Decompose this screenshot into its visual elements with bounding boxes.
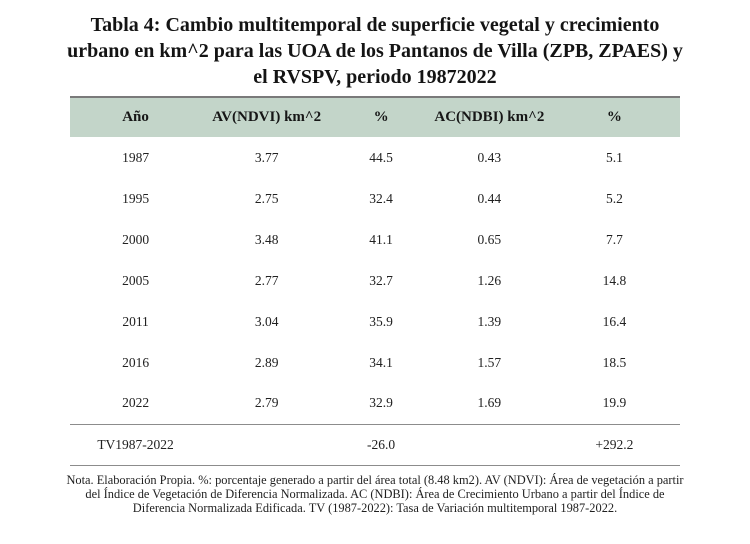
cell-year: 2016 xyxy=(122,354,150,370)
summary-label: TV1987-2022 xyxy=(70,423,202,466)
cell-ac: 0.43 xyxy=(477,149,502,165)
column-header-av-percent: % xyxy=(332,97,430,137)
cell-ac-pct: 16.4 xyxy=(602,313,627,329)
cell-ac-pct: 18.5 xyxy=(602,354,627,370)
cell-av: 2.79 xyxy=(254,395,279,411)
header-row: Año AV(NDVI) km^2 % AC(NDBI) km^2 % xyxy=(70,97,680,137)
cell-ac: 1.39 xyxy=(477,313,502,329)
cell-av: 3.48 xyxy=(254,231,279,247)
cell-ac: 0.65 xyxy=(477,231,502,247)
cell-ac: 1.69 xyxy=(477,395,502,411)
table-row: 2016 2.89 34.1 1.57 18.5 xyxy=(70,342,680,383)
summary-cell-empty xyxy=(429,423,549,466)
cell-year: 1995 xyxy=(122,190,150,206)
cell-av: 3.04 xyxy=(254,313,279,329)
column-header-ac-percent: % xyxy=(548,97,680,137)
table-caption: Tabla 4: Cambio multitemporal de superfi… xyxy=(67,14,683,88)
data-table: Año AV(NDVI) km^2 % AC(NDBI) km^2 % 1987… xyxy=(70,96,680,466)
summary-ac-pct: +292.2 xyxy=(548,423,680,466)
note-text: Nota. Elaboración Propia. %: porcentaje … xyxy=(66,472,684,515)
cell-av-pct: 44.5 xyxy=(369,149,393,165)
cell-ac-pct: 5.2 xyxy=(605,190,623,206)
cell-av-pct: 32.4 xyxy=(369,190,393,206)
table-row: 2005 2.77 32.7 1.26 14.8 xyxy=(70,260,680,301)
cell-ac-pct: 7.7 xyxy=(605,231,623,247)
column-header-ac-ndbi: AC(NDBI) km^2 xyxy=(429,97,549,137)
cell-av: 2.77 xyxy=(254,272,279,288)
cell-av: 2.89 xyxy=(254,354,279,370)
cell-ac: 1.57 xyxy=(477,354,502,370)
cell-av: 2.75 xyxy=(254,190,279,206)
table-row: 1995 2.75 32.4 0.44 5.2 xyxy=(70,178,680,219)
cell-year: 2022 xyxy=(122,395,150,411)
cell-ac-pct: 5.1 xyxy=(605,149,623,165)
cell-year: 1987 xyxy=(122,149,150,165)
cell-av-pct: 32.7 xyxy=(369,272,393,288)
cell-year: 2005 xyxy=(122,272,150,288)
cell-year: 2000 xyxy=(122,231,150,247)
cell-av-pct: 41.1 xyxy=(369,231,393,247)
cell-ac-pct: 19.9 xyxy=(602,395,627,411)
cell-av: 3.77 xyxy=(254,149,279,165)
table-row: 1987 3.77 44.5 0.43 5.1 xyxy=(70,137,680,178)
cell-av-pct: 32.9 xyxy=(369,395,393,411)
table-row: 2011 3.04 35.9 1.39 16.4 xyxy=(70,301,680,342)
page: Tabla 4: Cambio multitemporal de superfi… xyxy=(0,12,750,544)
table-row: 2000 3.48 41.1 0.65 7.7 xyxy=(70,219,680,260)
cell-year: 2011 xyxy=(122,313,149,329)
cell-ac: 0.44 xyxy=(477,190,502,206)
summary-av-pct: -26.0 xyxy=(332,423,430,466)
cell-ac-pct: 14.8 xyxy=(602,272,627,288)
summary-row: TV1987-2022 -26.0 +292.2 xyxy=(70,423,680,466)
column-header-year: Año xyxy=(70,97,202,137)
table-row: 2022 2.79 32.9 1.69 19.9 xyxy=(70,383,680,424)
cell-av-pct: 34.1 xyxy=(369,354,393,370)
cell-av-pct: 35.9 xyxy=(369,313,393,329)
cell-ac: 1.26 xyxy=(477,272,502,288)
column-header-av-ndvi: AV(NDVI) km^2 xyxy=(201,97,333,137)
summary-cell-empty xyxy=(201,423,333,466)
